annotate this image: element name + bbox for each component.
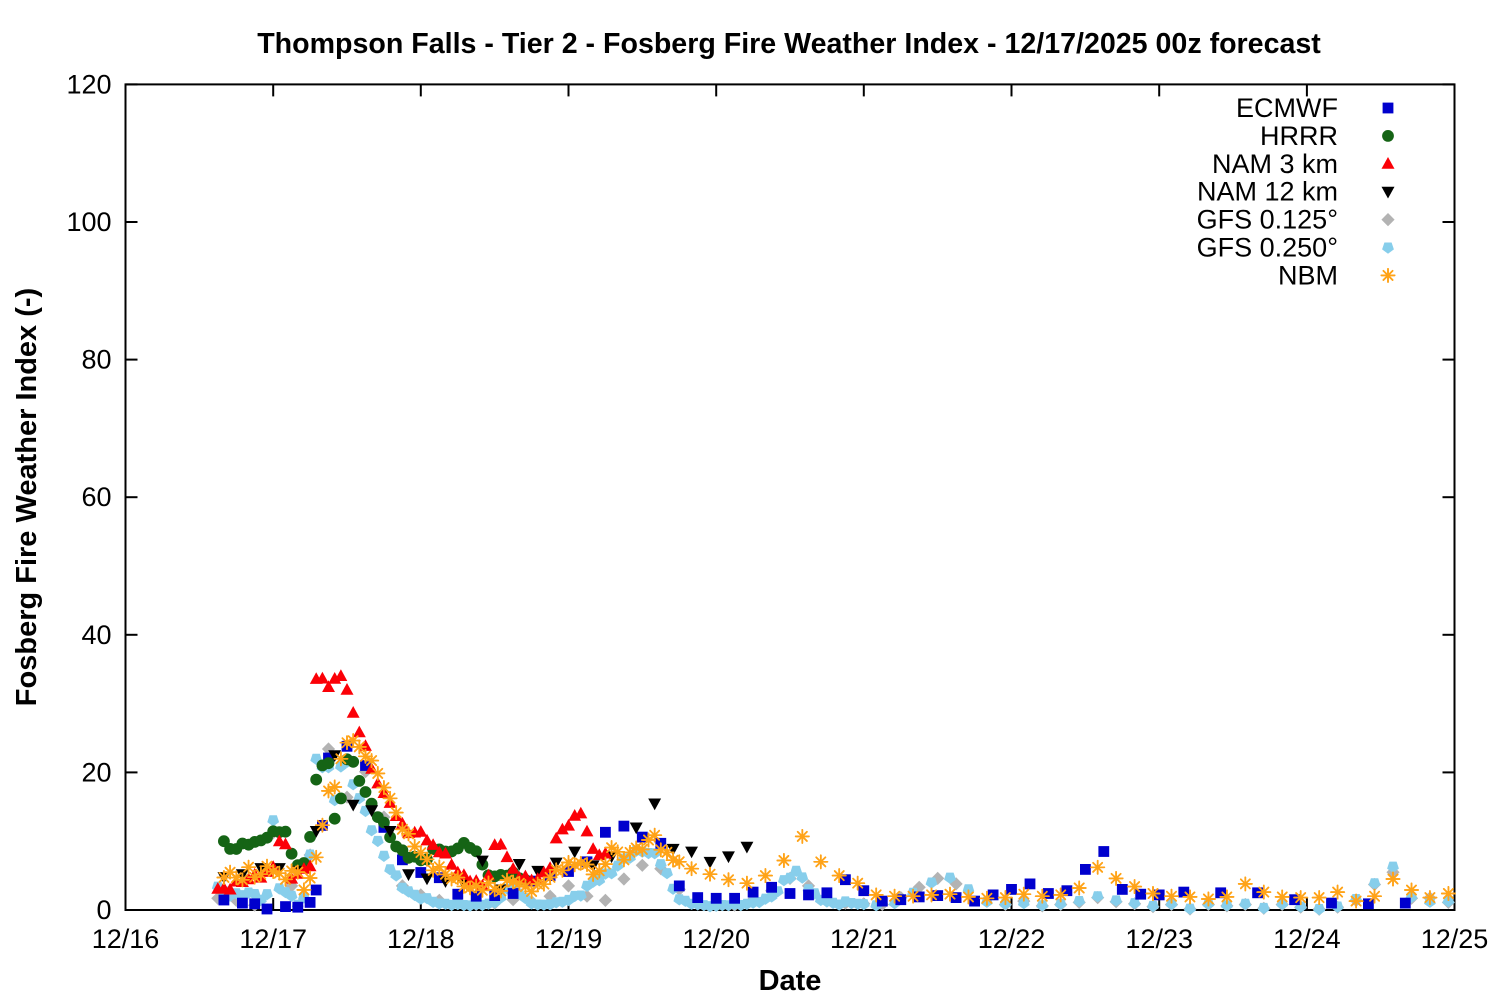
svg-text:100: 100 (66, 207, 111, 237)
svg-text:12/18: 12/18 (387, 924, 455, 954)
svg-text:GFS 0.250°: GFS 0.250° (1197, 233, 1338, 263)
svg-text:HRRR: HRRR (1260, 121, 1338, 151)
svg-text:ECMWF: ECMWF (1236, 93, 1338, 123)
svg-text:Date: Date (759, 965, 822, 997)
svg-text:NAM 3 km: NAM 3 km (1212, 149, 1338, 179)
svg-text:60: 60 (81, 482, 111, 512)
svg-text:12/17: 12/17 (239, 924, 307, 954)
svg-text:12/22: 12/22 (978, 924, 1046, 954)
svg-text:12/16: 12/16 (92, 924, 160, 954)
svg-text:Thompson Falls - Tier 2 - Fosb: Thompson Falls - Tier 2 - Fosberg Fire W… (257, 28, 1321, 60)
svg-text:120: 120 (66, 69, 111, 99)
svg-text:0: 0 (96, 895, 111, 925)
svg-text:GFS 0.125°: GFS 0.125° (1197, 205, 1338, 235)
svg-text:40: 40 (81, 620, 111, 650)
svg-text:12/20: 12/20 (682, 924, 750, 954)
svg-text:12/21: 12/21 (830, 924, 898, 954)
svg-text:20: 20 (81, 757, 111, 787)
svg-text:12/23: 12/23 (1125, 924, 1193, 954)
svg-text:12/24: 12/24 (1273, 924, 1341, 954)
svg-text:NAM 12 km: NAM 12 km (1197, 177, 1338, 207)
svg-text:Fosberg Fire Weather Index (-): Fosberg Fire Weather Index (-) (11, 288, 43, 706)
svg-text:NBM: NBM (1278, 260, 1338, 290)
svg-text:80: 80 (81, 345, 111, 375)
svg-text:12/19: 12/19 (535, 924, 603, 954)
svg-text:12/25: 12/25 (1421, 924, 1489, 954)
